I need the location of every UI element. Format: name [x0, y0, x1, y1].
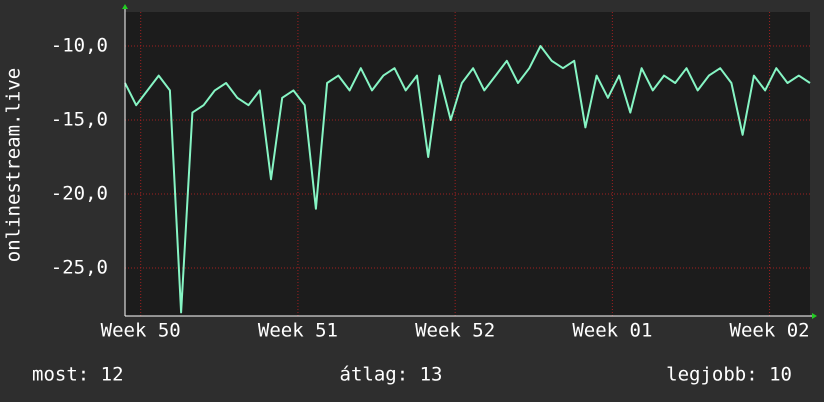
- y-tick-label: -15,0: [51, 109, 108, 131]
- y-tick-label: -20,0: [51, 183, 108, 205]
- plot-area: [125, 12, 810, 316]
- y-axis-label: onlinestream.live: [3, 68, 25, 262]
- x-tick-label: Week 02: [730, 320, 810, 342]
- footer-stat: most: 12: [32, 364, 124, 386]
- x-tick-label: Week 52: [415, 320, 495, 342]
- y-tick-label: -25,0: [51, 257, 108, 279]
- y-arrow: [122, 4, 128, 9]
- data-line: [124, 45, 811, 314]
- y-tick-label: -10,0: [51, 35, 108, 57]
- x-arrow: [812, 313, 817, 319]
- x-tick-label: Week 50: [101, 320, 181, 342]
- x-tick-label: Week 01: [572, 320, 652, 342]
- footer-stat: legjobb: 10: [666, 364, 792, 386]
- footer-stat: átlag: 13: [340, 364, 443, 386]
- x-tick-label: Week 51: [258, 320, 338, 342]
